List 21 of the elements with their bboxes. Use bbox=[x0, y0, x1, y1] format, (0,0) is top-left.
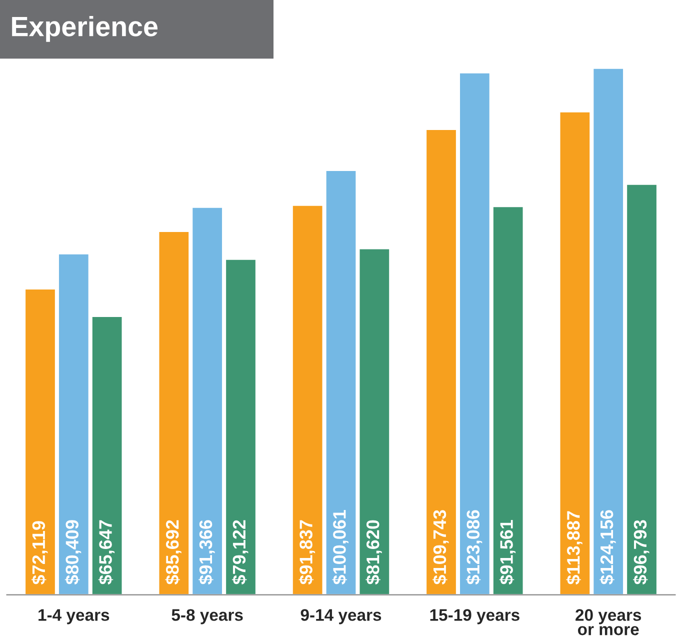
data-label: $91,366 bbox=[198, 520, 215, 585]
data-label: $96,793 bbox=[633, 520, 650, 585]
data-label: $124,156 bbox=[600, 510, 616, 585]
data-label: $79,122 bbox=[232, 520, 248, 585]
data-label: $109,743 bbox=[432, 510, 449, 585]
data-label: $72,119 bbox=[32, 521, 48, 585]
x-tick-label: 5-8 years bbox=[172, 609, 243, 624]
data-label: $80,409 bbox=[64, 520, 82, 585]
data-label: $123,086 bbox=[466, 510, 482, 585]
data-label: $91,561 bbox=[499, 520, 516, 585]
data-label: $85,692 bbox=[165, 520, 182, 585]
x-tick-label: 20 years or more bbox=[576, 609, 642, 636]
data-label: $81,620 bbox=[366, 520, 382, 585]
x-tick-label: 1-4 years bbox=[38, 609, 110, 624]
x-tick-label: 15-19 years bbox=[430, 609, 520, 624]
data-label: $100,061 bbox=[332, 510, 348, 585]
data-label: $65,647 bbox=[98, 520, 115, 585]
data-label: $113,887 bbox=[566, 511, 582, 585]
data-label: $91,837 bbox=[298, 520, 316, 585]
x-tick-label: 9-14 years bbox=[300, 609, 382, 624]
chart-title: Experience bbox=[12, 16, 158, 42]
